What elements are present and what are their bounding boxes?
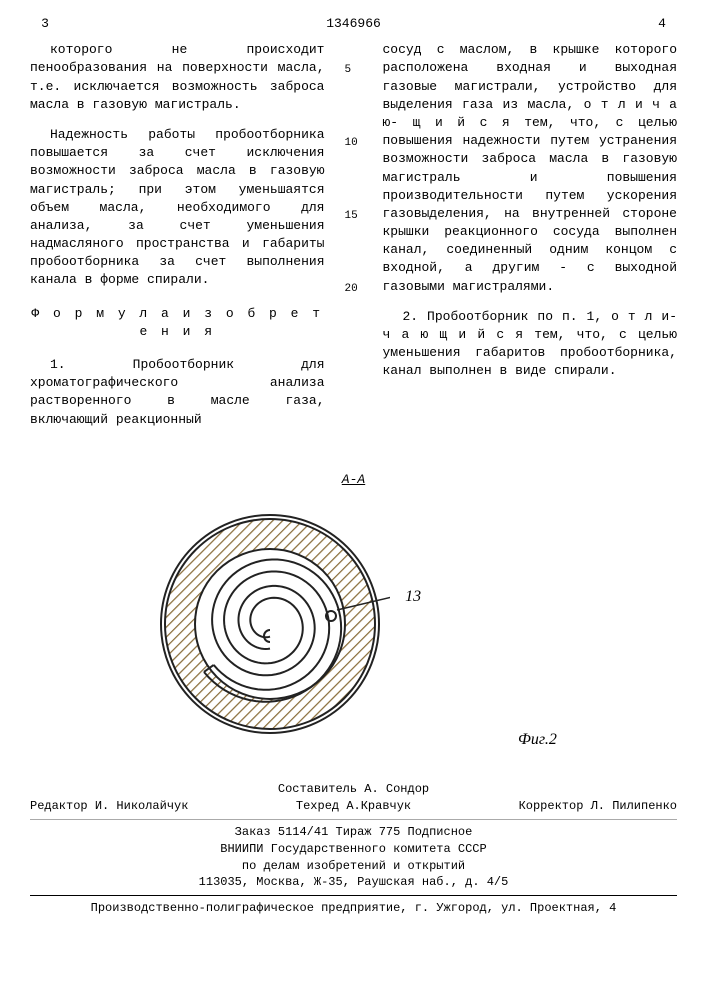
figure-svg-wrap: 13 [150, 504, 390, 750]
marker-15: 15 [345, 209, 358, 224]
left-para-2: Надежность работы пробоотборника повышае… [30, 126, 325, 290]
left-para-3: 1. Пробоотборник для хроматографического… [30, 356, 325, 429]
compiler-name: А. Сондор [364, 782, 429, 796]
figure-section: А-А 13 Фиг.2 [30, 471, 677, 752]
formula-title: Ф о р м у л а и з о б р е т е н и я [30, 305, 325, 341]
editor-row: Редактор И. Николайчук Техред А.Кравчук … [30, 798, 677, 815]
right-para-1: сосуд с маслом, в крышке которого распол… [383, 41, 678, 296]
footer-divider-2 [30, 895, 677, 896]
tech: Техред А.Кравчук [246, 798, 462, 815]
compiler-row: Составитель А. Сондор [30, 781, 677, 798]
order-line: Заказ 5114/41 Тираж 775 Подписное [30, 824, 677, 841]
doc-number: 1346966 [314, 15, 394, 33]
compiler-label: Составитель [278, 782, 357, 796]
footer: Составитель А. Сондор Редактор И. Никола… [30, 781, 677, 917]
line-markers: 5 10 15 20 [345, 41, 363, 441]
marker-20: 20 [345, 282, 358, 297]
right-column: сосуд с маслом, в крышке которого распол… [383, 41, 678, 441]
marker-5: 5 [345, 63, 352, 78]
header-row: 3 1346966 4 [30, 15, 677, 33]
figure-caption: Фиг.2 [518, 729, 557, 751]
org-line-2: по делам изобретений и открытий [30, 858, 677, 875]
editor: Редактор И. Николайчук [30, 798, 246, 815]
left-para-1: которого не происходит пенообразования н… [30, 41, 325, 114]
page-left: 3 [30, 15, 60, 33]
left-column: которого не происходит пенообразования н… [30, 41, 325, 441]
figure-annotation: 13 [405, 586, 421, 608]
marker-10: 10 [345, 136, 358, 151]
section-label: А-А [342, 471, 365, 489]
spiral-diagram [150, 504, 390, 744]
page-right: 4 [647, 15, 677, 33]
addr-line-2: Производственно-полиграфическое предприя… [30, 900, 677, 917]
corrector: Корректор Л. Пилипенко [461, 798, 677, 815]
addr-line-1: 113035, Москва, Ж-35, Раушская наб., д. … [30, 874, 677, 891]
org-line-1: ВНИИПИ Государственного комитета СССР [30, 841, 677, 858]
footer-divider-1 [30, 819, 677, 820]
right-para-2: 2. Пробоотборник по п. 1, о т л и- ч а ю… [383, 308, 678, 381]
text-columns: которого не происходит пенообразования н… [30, 41, 677, 441]
